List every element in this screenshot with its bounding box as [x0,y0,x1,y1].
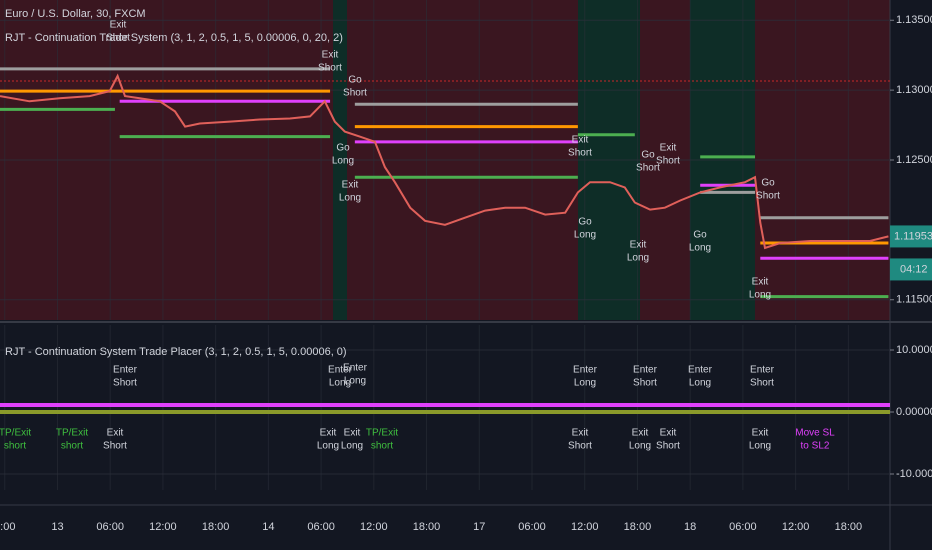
x-tick-label: 06:00 [729,521,757,533]
signal-label: Long [341,441,363,452]
signal-label: short [4,441,26,452]
signal-label: Long [329,378,351,389]
signal-label: Exit [344,428,361,439]
x-tick-label: 06:00 [518,521,546,533]
signal-label: Long [629,441,651,452]
signal-label: Go [578,217,592,228]
signal-label: TP/Exit [56,428,88,439]
signal-label: Short [318,63,342,74]
signal-label: Exit [110,20,127,31]
indicator-title: RJT - Continuation Trade System (3, 1, 2… [5,32,343,44]
x-tick-label: 13 [51,521,63,533]
signal-label: Move SL [795,428,835,439]
y-tick-label: 1.11500 [896,294,932,306]
x-tick-label: 17 [473,521,485,533]
signal-label: Short [343,88,367,99]
signal-label: Long [339,193,361,204]
signal-label: Enter [343,363,368,374]
x-tick-label: 14 [262,521,274,533]
signal-label: Long [574,230,596,241]
x-tick-label: 12:00 [360,521,388,533]
signal-label: TP/Exit [0,428,31,439]
signal-label: Short [756,191,780,202]
signal-label: Go [641,150,655,161]
signal-label: Go [336,143,350,154]
signal-label: Enter [750,365,775,376]
countdown-box [890,258,932,281]
signal-label: short [61,441,83,452]
signal-label: short [371,441,393,452]
signal-label: Enter [573,365,598,376]
x-tick-label: 3:00 [0,521,15,533]
signal-label: Short [636,163,660,174]
signal-label: Exit [107,428,124,439]
signal-label: Short [750,378,774,389]
y-tick-label: 1.13000 [896,84,932,96]
last-price-box [890,225,932,248]
signal-label: Long [317,441,339,452]
signal-label: Short [568,148,592,159]
signal-label: Exit [322,50,339,61]
signal-label: TP/Exit [366,428,398,439]
y-tick-label: -10.00000 [896,468,932,480]
signal-label: Enter [688,365,713,376]
signal-label: Short [656,156,680,167]
signal-label: Long [574,378,596,389]
signal-label: Short [633,378,657,389]
signal-label: Go [761,178,775,189]
signal-label: Exit [320,428,337,439]
y-tick-label: 10.00000 [896,344,932,356]
x-tick-label: 18:00 [202,521,230,533]
signal-label: Exit [572,135,589,146]
signal-label: Enter [633,365,658,376]
signal-label: Go [348,75,362,86]
y-tick-label: 1.12500 [896,154,932,166]
signal-label: Exit [632,428,649,439]
price-line [0,73,889,250]
signal-label: Long [749,441,771,452]
signal-label: Short [103,441,127,452]
signal-label: Enter [328,365,353,376]
x-tick-label: 06:00 [307,521,335,533]
x-tick-label: 12:00 [149,521,177,533]
signal-label: Long [689,378,711,389]
signal-label: Short [656,441,680,452]
x-tick-label: 12:00 [571,521,599,533]
signal-label: Enter [113,365,138,376]
countdown-label: 04:12 [900,263,928,275]
signal-label: Exit [630,240,647,251]
signal-label: Short [113,378,137,389]
x-tick-label: 18:00 [624,521,652,533]
signal-label: Exit [660,143,677,154]
x-tick-label: 06:00 [96,521,124,533]
signal-label: Long [332,156,354,167]
signal-label: Exit [752,277,769,288]
indicator-title: RJT - Continuation System Trade Placer (… [5,346,347,358]
y-tick-label: 1.13500 [896,14,932,26]
x-tick-label: 18 [684,521,696,533]
x-tick-label: 18:00 [413,521,441,533]
signal-label: Short [106,33,130,44]
plot: 3:00 13 06:00 12:00 18:00 14 06:00 12:00 18:00 17… [0,0,932,533]
signal-label: Short [568,441,592,452]
symbol-title: Euro / U.S. Dollar, 30, FXCM [5,8,146,20]
y-tick-label: 0.00000 [896,406,932,418]
signal-label: Long [344,376,366,387]
signal-label: Go [693,230,707,241]
signal-label: Exit [660,428,677,439]
signal-label: to SL2 [801,441,830,452]
signal-label: Exit [572,428,589,439]
signal-label: Exit [752,428,769,439]
signal-label: Exit [342,180,359,191]
signal-label: Long [749,290,771,301]
last-price-label: 1.11953 [894,230,932,242]
signal-label: Long [627,253,649,264]
x-tick-label: 18:00 [835,521,863,533]
signal-label: Long [689,243,711,254]
x-tick-label: 12:00 [782,521,810,533]
